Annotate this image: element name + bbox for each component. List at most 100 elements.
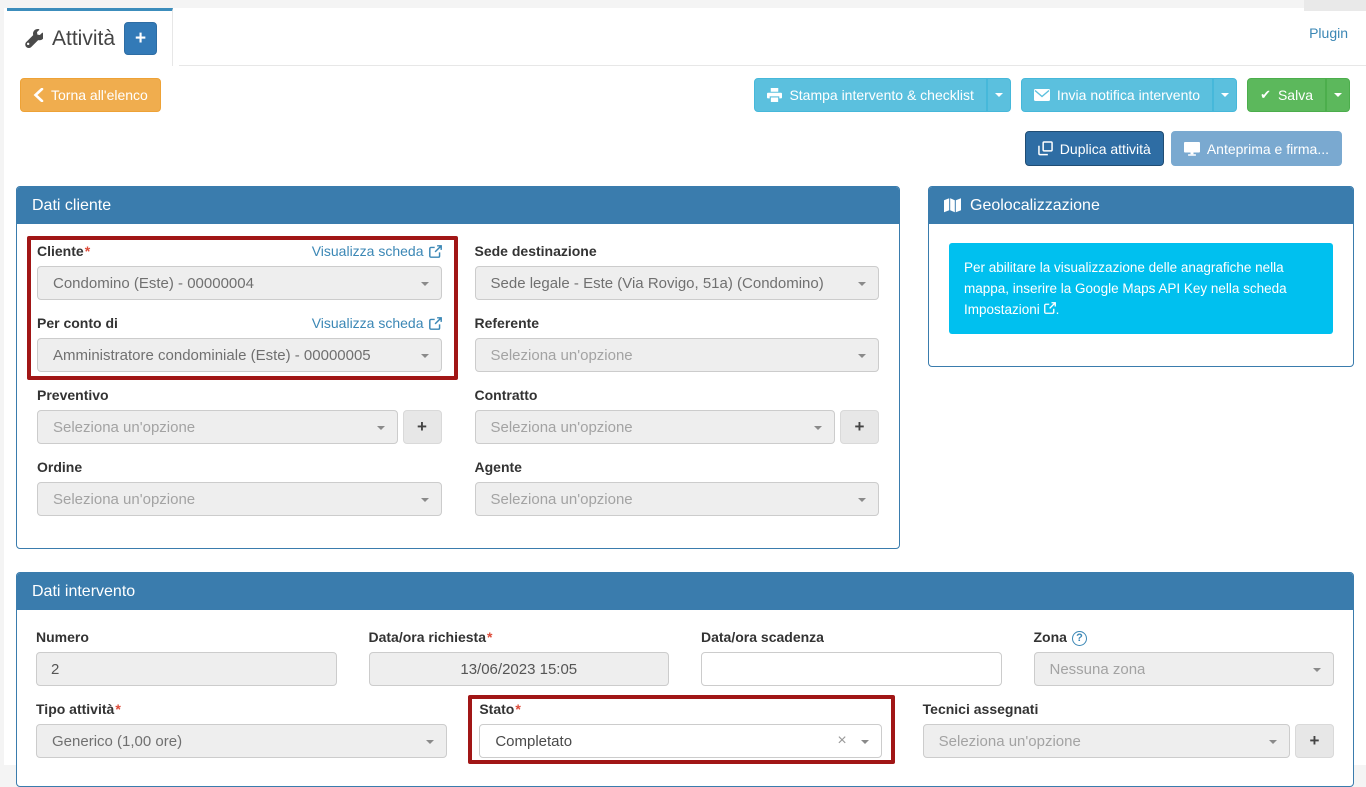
panel-dati-cliente-header: Dati cliente — [17, 187, 899, 224]
ordine-label: Ordine — [37, 459, 83, 475]
preventivo-label: Preventivo — [37, 387, 109, 403]
tipo-attivita-select[interactable]: Generico (1,00 ore) — [36, 724, 448, 758]
send-notification-button[interactable]: Invia notifica intervento — [1020, 78, 1214, 112]
select-caret-icon — [376, 426, 385, 430]
data-scadenza-input[interactable] — [701, 652, 1002, 686]
select-caret-icon — [814, 426, 822, 430]
plus-icon: + — [1309, 731, 1320, 750]
external-link-icon — [428, 244, 442, 258]
map-icon — [944, 198, 961, 213]
panel-dati-intervento: Dati intervento Numero Data/ora richiest… — [16, 572, 1354, 787]
field-numero: Numero — [36, 629, 337, 686]
top-right-strip — [1304, 0, 1366, 11]
field-referente: Referente Seleziona un'opzione — [474, 315, 879, 372]
caret-down-icon — [994, 93, 1003, 97]
cliente-label: Cliente* — [37, 243, 91, 259]
panel-geolocalizzazione-header: Geolocalizzazione — [929, 187, 1353, 224]
select-caret-icon — [420, 354, 429, 358]
panel-geolocalizzazione: Geolocalizzazione Per abilitare la visua… — [928, 186, 1354, 367]
tecnici-assegnati-select[interactable]: Seleziona un'opzione — [922, 724, 1290, 758]
help-circle-icon[interactable]: ? — [1071, 631, 1087, 646]
select-caret-icon — [426, 740, 435, 744]
sede-destinazione-select[interactable]: Sede legale - Este (Via Rovigo, 51a) (Co… — [474, 266, 879, 300]
select-caret-icon — [858, 354, 866, 358]
referente-select[interactable]: Seleziona un'opzione — [474, 338, 879, 372]
add-activity-button[interactable]: + — [124, 22, 158, 55]
per-conto-di-label: Per conto di — [37, 315, 118, 331]
save-button-group: ✔ Salva — [1247, 78, 1350, 112]
field-stato: Stato* Completato × — [479, 701, 890, 758]
zona-select[interactable]: Nessuna zona — [1033, 652, 1334, 686]
save-dropdown-toggle[interactable] — [1326, 78, 1350, 112]
save-button[interactable]: ✔ Salva — [1247, 78, 1326, 112]
data-scadenza-label: Data/ora scadenza — [701, 629, 824, 645]
select-caret-icon — [1313, 668, 1321, 672]
caret-down-icon — [1334, 93, 1342, 97]
select-caret-icon — [860, 740, 869, 744]
chevron-left-icon — [33, 88, 44, 102]
select-caret-icon — [420, 282, 429, 286]
back-to-list-button[interactable]: Torna all'elenco — [20, 78, 161, 112]
panel-title: Dati cliente — [32, 196, 112, 214]
monitor-icon — [1183, 141, 1200, 156]
agente-select[interactable]: Seleziona un'opzione — [474, 482, 879, 516]
required-mark: * — [487, 629, 493, 645]
data-richiesta-input[interactable] — [368, 652, 669, 686]
contratto-label: Contratto — [474, 387, 538, 403]
impostazioni-link[interactable]: Impostazioni — [964, 302, 1056, 317]
add-tecnico-button[interactable]: + — [1295, 724, 1334, 758]
required-mark: * — [115, 701, 121, 717]
numero-label: Numero — [36, 629, 89, 645]
panel-title: Geolocalizzazione — [970, 196, 1100, 214]
printer-icon — [767, 87, 783, 103]
cliente-view-card-link[interactable]: Visualizza scheda — [312, 243, 442, 259]
tipo-attivita-label: Tipo attività* — [36, 701, 121, 717]
google-maps-api-alert: Per abilitare la visualizzazione delle a… — [949, 243, 1333, 334]
add-contratto-button[interactable]: + — [840, 410, 879, 444]
field-preventivo: Preventivo Seleziona un'opzione + — [37, 387, 442, 444]
field-ordine: Ordine Seleziona un'opzione — [37, 459, 442, 516]
plugin-link[interactable]: Plugin — [1309, 25, 1348, 41]
field-tipo-attivita: Tipo attività* Generico (1,00 ore) — [36, 701, 448, 758]
required-mark: * — [84, 243, 91, 259]
field-agente: Agente Seleziona un'opzione — [474, 459, 879, 516]
field-data-scadenza: Data/ora scadenza — [701, 629, 1002, 686]
per-conto-di-select[interactable]: Amministratore condominiale (Este) - 000… — [37, 338, 442, 372]
preventivo-select[interactable]: Seleziona un'opzione — [37, 410, 398, 444]
numero-input[interactable] — [36, 652, 337, 686]
print-button-group: Stampa intervento & checklist — [754, 78, 1011, 112]
panel-dati-cliente: Dati cliente Cliente* Visualizza scheda … — [16, 186, 900, 549]
external-link-icon — [428, 316, 442, 330]
caret-down-icon — [1221, 93, 1230, 97]
tab-title: Attività — [52, 26, 116, 50]
select-caret-icon — [858, 282, 866, 286]
plus-icon: + — [854, 417, 865, 436]
ordine-select[interactable]: Seleziona un'opzione — [37, 482, 442, 516]
select-caret-icon — [1269, 740, 1277, 744]
required-mark: * — [515, 701, 521, 717]
stato-select[interactable]: Completato × — [479, 724, 882, 758]
print-dropdown-toggle[interactable] — [986, 78, 1011, 112]
plus-icon: + — [417, 417, 427, 436]
field-cliente: Cliente* Visualizza scheda Condomino (Es… — [37, 243, 442, 300]
field-contratto: Contratto Seleziona un'opzione + — [474, 387, 879, 444]
referente-label: Referente — [474, 315, 540, 331]
add-preventivo-button[interactable]: + — [402, 410, 442, 444]
tab-attivita[interactable]: Attività + — [7, 8, 174, 66]
check-icon: ✔ — [1260, 87, 1271, 102]
zona-label: Zona? — [1034, 629, 1087, 646]
field-tecnici-assegnati: Tecnici assegnati Seleziona un'opzione + — [922, 701, 1334, 758]
field-data-richiesta: Data/ora richiesta* — [368, 629, 669, 686]
tabbar-divider — [179, 65, 1366, 66]
duplicate-activity-button[interactable]: Duplica attività — [1024, 131, 1164, 166]
print-intervention-button[interactable]: Stampa intervento & checklist — [754, 78, 987, 112]
envelope-icon — [1033, 89, 1050, 101]
sede-label: Sede destinazione — [474, 243, 597, 259]
contratto-select[interactable]: Seleziona un'opzione — [474, 410, 835, 444]
tecnici-assegnati-label: Tecnici assegnati — [922, 701, 1039, 717]
preview-sign-button[interactable]: Anteprima e firma... — [1170, 131, 1342, 166]
notify-dropdown-toggle[interactable] — [1213, 78, 1238, 112]
clear-icon[interactable]: × — [837, 732, 847, 749]
per-conto-di-view-card-link[interactable]: Visualizza scheda — [312, 315, 442, 331]
cliente-select[interactable]: Condomino (Este) - 00000004 — [37, 266, 442, 300]
